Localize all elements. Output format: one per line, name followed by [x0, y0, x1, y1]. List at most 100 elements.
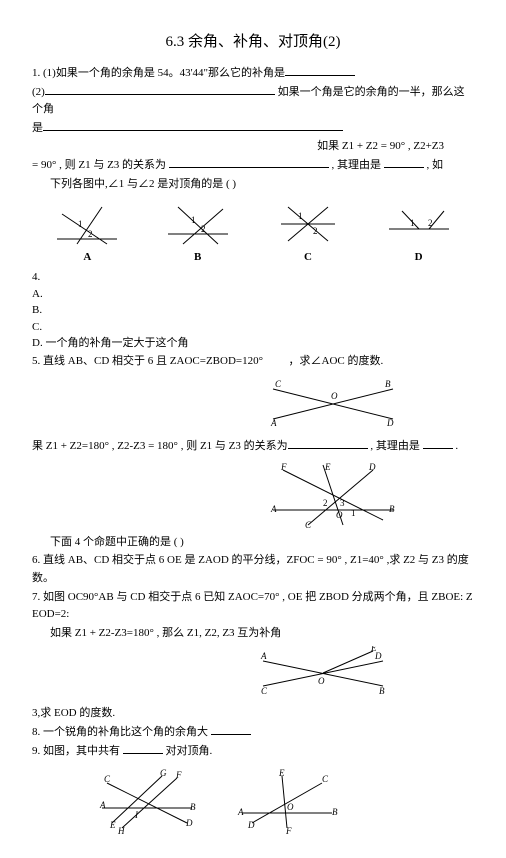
svg-text:I: I	[134, 810, 139, 820]
q8: 8. 一个锐角的补角比这个角的余角大	[32, 724, 474, 742]
q2a-text: 如果 Z1 + Z2 = 90° , Z2+Z3	[317, 140, 444, 152]
svg-text:O: O	[318, 676, 325, 686]
q7c: 3,求 EOD 的度数.	[32, 705, 474, 723]
fig-q9-right: A B C D E F O	[232, 768, 342, 838]
blank	[43, 130, 343, 131]
svg-text:2: 2	[88, 229, 93, 239]
fig-b: 1 2	[163, 199, 233, 249]
svg-text:D: D	[386, 418, 394, 428]
fig-a: 1 2	[52, 199, 122, 249]
q5-sub: 下面 4 个命题中正确的是 ( )	[50, 534, 474, 552]
q6: 6. 直线 AB、CD 相交于点 6 OE 是 ZAOD 的平分线，ZFOC =…	[32, 552, 474, 587]
q1-2: (2) 如果一个角是它的余角的一半，那么这个角	[32, 84, 474, 119]
svg-text:1: 1	[351, 508, 356, 518]
blank	[211, 734, 251, 735]
svg-text:C: C	[305, 520, 312, 530]
svg-text:O: O	[287, 802, 294, 812]
q5e-text: .	[453, 440, 459, 452]
svg-text:2: 2	[428, 218, 433, 228]
svg-text:D: D	[247, 820, 255, 830]
fig-q5b: E D A B F C O 3 2 1	[192, 460, 474, 530]
svg-text:1: 1	[191, 215, 196, 225]
label-a: A	[83, 251, 91, 263]
opt-c: C.	[32, 319, 474, 336]
opt-a: A.	[32, 286, 474, 303]
fig-c: 1 2	[273, 199, 343, 249]
svg-text:E: E	[324, 462, 331, 472]
opt-b: B.	[32, 302, 474, 319]
svg-text:2: 2	[313, 226, 318, 236]
svg-text:C: C	[261, 686, 268, 696]
opt-4: 4.	[32, 269, 474, 286]
q8a: 8. 一个锐角的补角比这个角的余角大	[32, 726, 211, 738]
fig-d: 1 2	[384, 199, 454, 249]
svg-text:D: D	[185, 818, 193, 828]
blank	[384, 167, 424, 168]
q1-1: 1. (1)如果一个角的余角是 54。43'44"那么它的补角是	[32, 65, 474, 83]
svg-text:E: E	[109, 820, 116, 830]
q7b: 如果 Z1 + Z2-Z3=180° , 那么 Z1, Z2, Z3 互为补角	[50, 625, 474, 643]
figure-row-1: 1 2 1 2 1 2 1 2	[32, 199, 474, 249]
q1-2c: 是	[32, 120, 474, 138]
opt-d: D. 一个角的补角一定大于这个角	[32, 335, 474, 352]
svg-text:1: 1	[410, 218, 415, 228]
options-block: 4. A. B. C. D. 一个角的补角一定大于这个角	[32, 269, 474, 352]
fig-q5: B C A D O	[192, 374, 474, 434]
q1-1-text: 1. (1)如果一个角的余角是 54。43'44"那么它的补角是	[32, 67, 285, 79]
page-title: 6.3 余角、补角、对顶角(2)	[32, 30, 474, 51]
fig-q9-left: A B C D G H E F I	[92, 768, 202, 838]
blank	[123, 753, 163, 754]
svg-text:C: C	[275, 379, 282, 389]
svg-text:A: A	[260, 651, 267, 661]
svg-text:A: A	[270, 418, 277, 428]
q7: 7. 如图 OC90°AB 与 CD 相交于点 6 已知 ZAOC=70° , …	[32, 589, 474, 624]
q9: 9. 如图，其中共有 对对顶角.	[32, 743, 474, 761]
svg-text:C: C	[104, 774, 111, 784]
blank	[169, 167, 329, 168]
q1-2c-text: 是	[32, 122, 43, 134]
svg-text:C: C	[322, 774, 329, 784]
svg-text:E: E	[278, 768, 285, 778]
svg-text:B: B	[190, 802, 196, 812]
q5b: ，求∠AOC 的度数.	[289, 355, 384, 367]
label-c: C	[304, 251, 312, 263]
svg-text:F: F	[175, 770, 182, 780]
svg-text:B: B	[379, 686, 385, 696]
blank	[285, 75, 355, 76]
svg-text:2: 2	[323, 498, 328, 508]
blank	[45, 94, 275, 95]
svg-text:1: 1	[298, 211, 303, 221]
q5d-text: , 其理由是	[368, 440, 423, 452]
q2b-text: = 90° , 则 Z1 与 Z3 的关系为	[32, 159, 169, 171]
q2-a: 如果 Z1 + Z2 = 90° , Z2+Z3	[32, 138, 474, 156]
svg-text:A: A	[237, 807, 244, 817]
svg-text:1: 1	[78, 219, 83, 229]
label-b: B	[194, 251, 201, 263]
svg-text:H: H	[117, 826, 125, 836]
q9b: 对对顶角.	[163, 745, 213, 757]
label-row-1: A B C D	[32, 251, 474, 263]
q5: 5. 直线 AB、CD 相交于 6 且 ZAOC=ZBOD=120° ，求∠AO…	[32, 353, 474, 371]
q2d-text: , 如	[424, 159, 443, 171]
q3-head: 下列各图中,∠1 与∠2 是对顶角的是 ( )	[50, 176, 474, 194]
label-d: D	[415, 251, 423, 263]
svg-text:O: O	[336, 510, 343, 520]
fig-q7: A D E C B O	[172, 646, 474, 701]
fig-q9-row: A B C D G H E F I A B C D E F O	[92, 768, 474, 838]
svg-text:2: 2	[201, 224, 206, 234]
q5c-text: 果 Z1 + Z2=180° , Z2-Z3 = 180° , 则 Z1 与 Z…	[32, 440, 288, 452]
q1-2b: 如果一个角是它的余角的一半，那么这个角	[32, 86, 465, 116]
svg-text:A: A	[270, 504, 277, 514]
svg-text:O: O	[331, 391, 338, 401]
svg-text:G: G	[160, 768, 167, 778]
svg-text:F: F	[285, 826, 292, 836]
blank	[423, 448, 453, 449]
q5c: 果 Z1 + Z2=180° , Z2-Z3 = 180° , 则 Z1 与 Z…	[32, 438, 474, 456]
q9a: 9. 如图，其中共有	[32, 745, 123, 757]
svg-text:D: D	[368, 462, 376, 472]
svg-text:3: 3	[340, 498, 345, 508]
q1-2a: (2)	[32, 86, 45, 98]
blank	[288, 448, 368, 449]
svg-text:B: B	[389, 504, 395, 514]
svg-text:E: E	[370, 646, 377, 653]
